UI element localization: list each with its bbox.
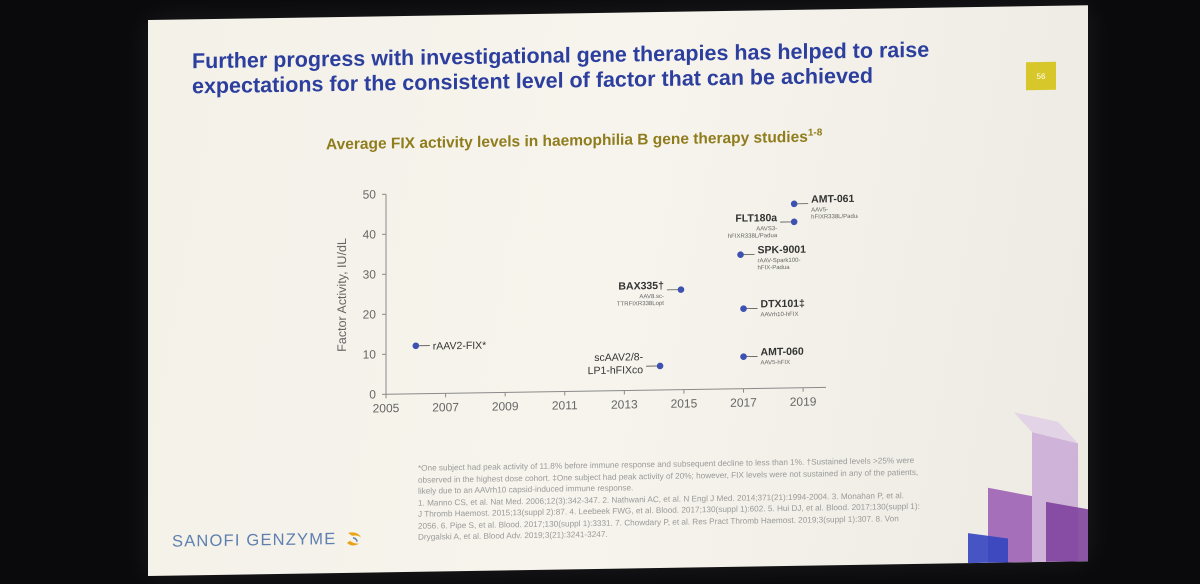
data-point-label: LP1-hFIXco — [588, 364, 644, 377]
footnotes: *One subject had peak activity of 11.8% … — [418, 455, 983, 544]
y-tick-label: 10 — [363, 347, 377, 361]
data-point-label: SPK-9001 — [758, 244, 807, 257]
data-point — [677, 286, 685, 293]
chart-title: Average FIX activity levels in haemophil… — [326, 127, 822, 154]
x-tick-label: 2013 — [611, 397, 638, 411]
x-axis-line — [386, 386, 826, 395]
chart-title-superscript: 1-8 — [807, 127, 823, 139]
x-tick-label: 2019 — [790, 394, 817, 408]
x-tick-label: 2017 — [730, 395, 757, 409]
slide-title: Further progress with investigational ge… — [192, 36, 1012, 99]
data-point — [412, 342, 420, 350]
data-point-sublabel: hFIXR338L/Padua — [811, 214, 858, 221]
sanofi-genzyme-logo: SANOFI GENZYME — [172, 529, 364, 552]
x-tick-label: 2007 — [432, 400, 459, 414]
data-point-label: rAAV2-FIX* — [433, 340, 486, 353]
data-point-label: AMT-060 — [761, 346, 804, 359]
data-point — [790, 200, 798, 208]
x-tick-label: 2005 — [373, 401, 400, 415]
data-point — [740, 353, 747, 360]
data-point-label: DTX101‡ — [761, 298, 806, 311]
x-tick-label: 2011 — [552, 398, 578, 412]
data-point-sublabel: AAVrh10-hFIX — [761, 312, 799, 319]
data-point-sublabel: rAAV-Spark100- — [758, 258, 801, 265]
data-point-sublabel: AAV5-hFIX — [761, 360, 791, 366]
data-point-sublabel: AAVS3- — [756, 226, 777, 232]
data-point-sublabel: TTRFIXR338Lopt — [617, 301, 664, 308]
data-point-label: AMT-061 — [811, 193, 854, 206]
data-point-label: scAAV2/8- — [594, 351, 643, 364]
sanofi-bird-icon — [347, 532, 362, 546]
x-tick-label: 2009 — [492, 399, 519, 413]
data-point-sublabel: AAV8.sc- — [639, 294, 664, 300]
y-tick-label: 50 — [363, 187, 377, 201]
scatter-chart: 0 10 20 30 40 50 2005 2007 2009 2011 2013 2015 2017 2… — [335, 187, 858, 415]
data-point-label: BAX335† — [618, 280, 664, 293]
data-point — [737, 251, 744, 258]
page-number: 56 — [1036, 71, 1046, 81]
presentation-slide: Further progress with investigational ge… — [148, 5, 1088, 577]
x-tick-label: 2015 — [671, 396, 698, 410]
data-point-sublabel: hFIXR338L/Padua — [728, 233, 778, 240]
data-point-label: FLT180a — [735, 212, 777, 225]
page-number-badge: 56 — [1026, 61, 1056, 91]
y-tick-label: 30 — [363, 267, 377, 281]
data-point — [656, 362, 664, 370]
data-point — [790, 218, 798, 226]
decorative-cubes — [968, 412, 1088, 564]
chart-title-text: Average FIX activity levels in haemophil… — [326, 128, 808, 154]
data-point — [740, 305, 747, 312]
y-tick-label: 40 — [363, 227, 377, 241]
logo-text: SANOFI GENZYME — [172, 529, 337, 551]
y-tick-label: 20 — [363, 307, 377, 321]
y-tick-label: 0 — [369, 387, 376, 401]
data-point-sublabel: hFIX-Padua — [758, 265, 791, 272]
data-point-sublabel: AAV5- — [811, 207, 828, 213]
y-axis-label: Factor Activity, IU/dL — [335, 238, 349, 352]
